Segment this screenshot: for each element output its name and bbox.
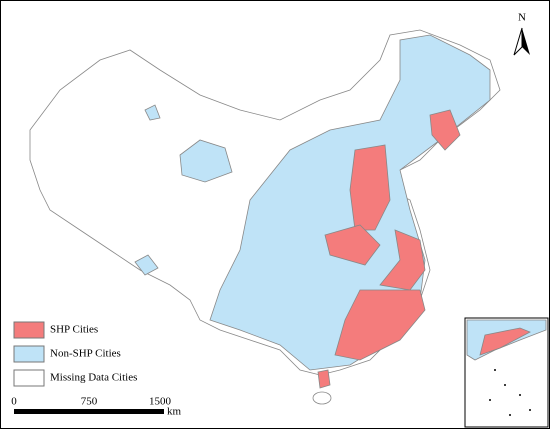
region-shp [349,144,391,231]
region-shp [324,224,381,266]
region-shp [334,289,426,361]
legend-swatch [13,345,45,363]
scale-unit: km [167,406,182,418]
north-label: N [518,12,526,24]
region-non-shp [209,34,491,371]
north-arrow [522,28,530,55]
island [312,391,332,405]
legend-label: Non-SHP Cities [50,348,121,360]
region-non-shp [144,104,161,121]
region-non-shp [134,254,159,276]
scale-label: 750 [81,396,98,408]
scale-bar [14,409,164,414]
region-shp [317,369,331,389]
legend-swatch [13,369,45,387]
legend-label: Missing Data Cities [50,372,137,384]
legend-swatch [13,321,45,339]
legend-label: SHP Cities [50,324,98,336]
region-shp [429,109,461,151]
legend: SHP Cities Non-SHP Cities Missing Data Cit… [13,321,137,387]
region-non-shp [179,139,233,183]
inset-islands [489,369,531,416]
scale-label: 1500 [149,396,172,408]
scale-label: 0 [11,396,17,408]
inset-region [479,327,531,356]
